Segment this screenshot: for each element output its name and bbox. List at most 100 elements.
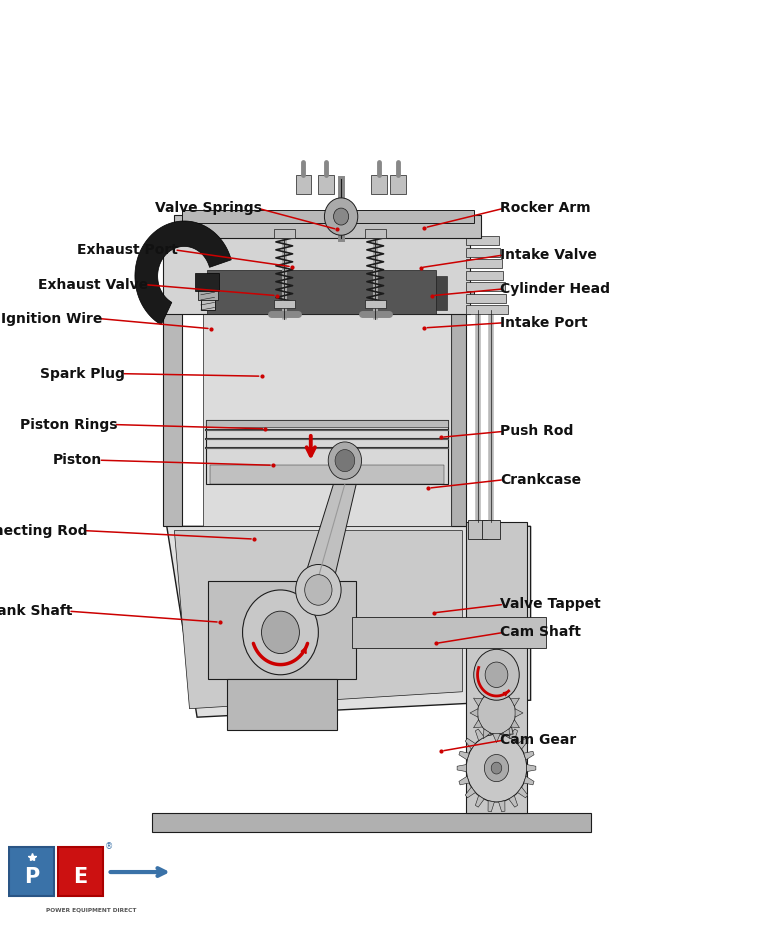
Polygon shape	[201, 293, 215, 310]
Text: Piston Rings: Piston Rings	[20, 417, 117, 432]
Polygon shape	[274, 229, 295, 238]
Polygon shape	[174, 531, 462, 709]
Text: E: E	[73, 868, 87, 887]
Polygon shape	[518, 787, 528, 798]
Polygon shape	[457, 765, 466, 771]
Polygon shape	[466, 282, 505, 291]
Polygon shape	[488, 801, 494, 812]
Polygon shape	[468, 520, 487, 539]
Polygon shape	[509, 729, 518, 741]
Circle shape	[296, 564, 341, 615]
Polygon shape	[459, 776, 469, 785]
Polygon shape	[436, 276, 447, 310]
Circle shape	[484, 755, 509, 782]
Text: Spark Plug: Spark Plug	[40, 366, 125, 381]
Polygon shape	[203, 297, 451, 526]
Polygon shape	[227, 679, 337, 730]
Text: Intake Valve: Intake Valve	[500, 248, 597, 262]
Polygon shape	[163, 287, 474, 297]
Polygon shape	[511, 720, 519, 728]
Text: Ignition Wire: Ignition Wire	[1, 312, 102, 326]
Text: P: P	[24, 868, 39, 887]
Polygon shape	[318, 175, 334, 194]
Text: Cam Gear: Cam Gear	[500, 734, 577, 747]
Polygon shape	[466, 271, 503, 279]
Polygon shape	[174, 215, 481, 238]
Polygon shape	[451, 297, 466, 526]
Circle shape	[262, 611, 299, 654]
Polygon shape	[135, 221, 231, 325]
Polygon shape	[195, 273, 219, 291]
Polygon shape	[475, 729, 484, 741]
Polygon shape	[466, 236, 499, 245]
Text: Rocker Arm: Rocker Arm	[500, 202, 591, 216]
Polygon shape	[210, 465, 444, 484]
Polygon shape	[208, 582, 356, 679]
Circle shape	[485, 662, 508, 687]
Circle shape	[491, 762, 502, 774]
Text: Exhaust Valve: Exhaust Valve	[38, 278, 148, 291]
Polygon shape	[466, 305, 508, 314]
Text: Valve Tappet: Valve Tappet	[500, 598, 601, 611]
Text: Push Rod: Push Rod	[500, 425, 574, 438]
Polygon shape	[482, 520, 500, 539]
Circle shape	[474, 649, 519, 700]
Polygon shape	[487, 700, 513, 734]
Text: Intake Port: Intake Port	[500, 315, 588, 329]
Polygon shape	[493, 734, 500, 743]
Polygon shape	[524, 751, 534, 759]
Polygon shape	[163, 297, 182, 526]
Circle shape	[243, 590, 318, 674]
Text: Four-Stroke Gas Engine: Four-Stroke Gas Engine	[195, 24, 563, 53]
Circle shape	[466, 734, 527, 802]
Polygon shape	[515, 709, 523, 717]
Text: Crank Shaft: Crank Shaft	[0, 604, 72, 618]
Polygon shape	[470, 709, 478, 717]
Polygon shape	[488, 724, 494, 735]
Circle shape	[307, 577, 330, 603]
Polygon shape	[466, 522, 527, 813]
Polygon shape	[206, 420, 448, 484]
Polygon shape	[499, 724, 505, 735]
Polygon shape	[152, 813, 591, 832]
Polygon shape	[274, 300, 295, 308]
Circle shape	[305, 574, 332, 605]
Text: Cylinder Head: Cylinder Head	[500, 282, 610, 296]
Polygon shape	[207, 270, 436, 314]
Text: Crankcase: Crankcase	[500, 473, 581, 487]
Polygon shape	[493, 684, 500, 692]
Polygon shape	[503, 729, 509, 739]
Text: Connecting Rod: Connecting Rod	[0, 524, 87, 537]
Circle shape	[324, 198, 358, 235]
Circle shape	[328, 442, 362, 479]
Polygon shape	[303, 484, 356, 582]
Polygon shape	[198, 285, 218, 300]
FancyBboxPatch shape	[58, 847, 102, 895]
Polygon shape	[503, 687, 509, 697]
Polygon shape	[167, 526, 531, 717]
Polygon shape	[163, 234, 470, 314]
Polygon shape	[466, 294, 506, 302]
Polygon shape	[466, 248, 500, 257]
Text: ®: ®	[105, 842, 114, 851]
Polygon shape	[390, 175, 406, 194]
Polygon shape	[484, 729, 490, 739]
Text: Piston: Piston	[53, 453, 102, 467]
Polygon shape	[465, 738, 475, 749]
Polygon shape	[475, 796, 484, 808]
Circle shape	[334, 208, 349, 225]
Polygon shape	[182, 210, 474, 223]
Text: Valve Springs: Valve Springs	[155, 202, 262, 216]
Polygon shape	[365, 229, 386, 238]
Polygon shape	[527, 765, 536, 771]
Polygon shape	[459, 751, 469, 759]
Polygon shape	[474, 698, 482, 706]
Text: Exhaust Port: Exhaust Port	[77, 243, 178, 257]
Polygon shape	[371, 175, 387, 194]
Polygon shape	[524, 776, 534, 785]
FancyBboxPatch shape	[9, 847, 55, 895]
Polygon shape	[365, 300, 386, 308]
Text: Cam Shaft: Cam Shaft	[500, 625, 581, 639]
Polygon shape	[509, 796, 518, 808]
Polygon shape	[484, 687, 490, 697]
